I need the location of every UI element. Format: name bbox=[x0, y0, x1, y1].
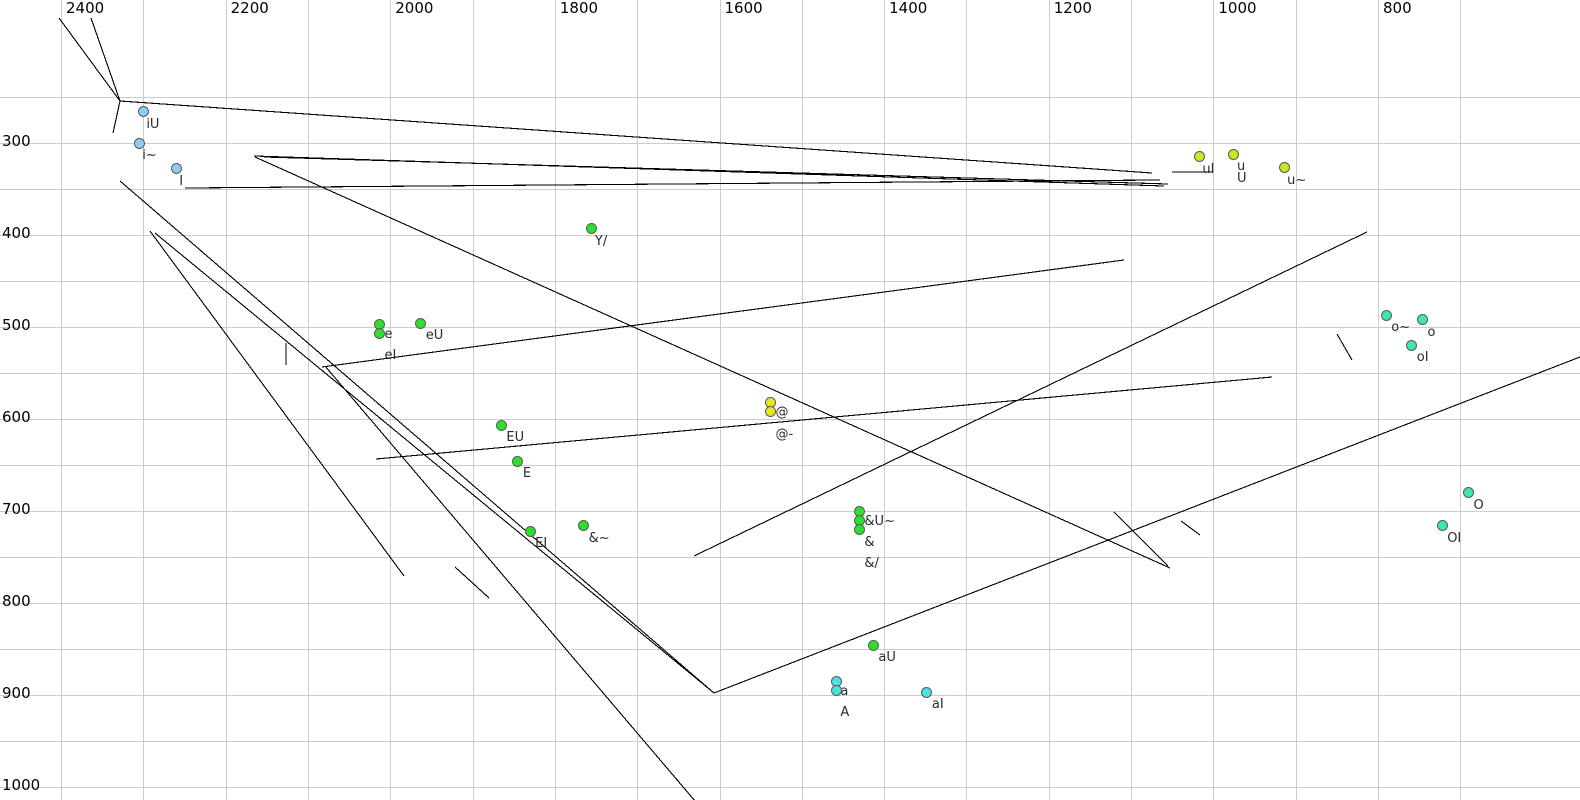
x-tick-label: 1800 bbox=[559, 0, 599, 17]
vowel-point-marker[interactable] bbox=[1406, 339, 1418, 351]
vowel-label: U bbox=[1236, 171, 1247, 187]
vowel-label: &~ bbox=[588, 530, 610, 546]
line-iu-up-a bbox=[58, 17, 121, 102]
y-tick-label: 800 bbox=[2, 592, 31, 610]
vowel-label: &/ bbox=[864, 556, 879, 572]
vowel-label: &U~ bbox=[864, 514, 895, 529]
line-eu-right bbox=[321, 259, 1125, 368]
vowel-label: u~ bbox=[1287, 172, 1307, 188]
x-tick-label: 1200 bbox=[1053, 0, 1092, 17]
line-upper-fan-2 bbox=[263, 156, 1169, 185]
vowel-label: o bbox=[1427, 324, 1436, 340]
x-tick-label: 2200 bbox=[230, 0, 269, 17]
vowel-label: a bbox=[840, 684, 849, 700]
vowel-label: EU bbox=[506, 430, 525, 446]
vowel-point-marker[interactable] bbox=[495, 419, 507, 431]
vowel-label: Y/ bbox=[594, 233, 608, 249]
vowel-label: E bbox=[522, 466, 532, 482]
vowel-label: eI bbox=[384, 348, 397, 364]
line-andU-right bbox=[693, 231, 1368, 557]
x-tick-label: 800 bbox=[1383, 0, 1412, 17]
vowel-label: aU bbox=[878, 650, 896, 666]
x-tick-label: 2000 bbox=[395, 0, 434, 17]
line-i-nasal-a bbox=[112, 100, 121, 134]
vowel-point-marker[interactable] bbox=[867, 639, 879, 651]
x-tick-label: 1000 bbox=[1218, 0, 1257, 17]
line-diag-left-1 bbox=[149, 230, 405, 577]
x-tick-label: 1400 bbox=[889, 0, 928, 17]
vowel-label: oI bbox=[1416, 350, 1429, 366]
line-iu-right bbox=[119, 100, 1153, 174]
line-diag-down-1 bbox=[254, 156, 1171, 569]
y-tick-label: 300 bbox=[2, 132, 31, 150]
vowel-point-marker[interactable] bbox=[1416, 314, 1428, 326]
y-tick-label: 900 bbox=[2, 684, 31, 702]
line-diag-left-2 bbox=[154, 232, 715, 694]
line-o-up bbox=[1336, 333, 1353, 361]
vowel-point-marker[interactable] bbox=[170, 163, 182, 175]
vowel-point-marker[interactable] bbox=[586, 223, 598, 235]
trajectory-lines bbox=[58, 17, 1580, 800]
line-eu-down bbox=[324, 365, 695, 800]
vowel-point-marker[interactable] bbox=[830, 684, 842, 696]
vowel-point-marker[interactable] bbox=[1278, 162, 1290, 174]
vowel-point-marker[interactable] bbox=[1380, 309, 1392, 321]
vowel-point-marker[interactable] bbox=[133, 137, 145, 149]
vowel-point-marker[interactable] bbox=[524, 525, 536, 537]
y-tick-label: 600 bbox=[2, 408, 31, 426]
vowel-label: iU bbox=[146, 116, 160, 132]
vowel-point-marker[interactable] bbox=[415, 317, 427, 329]
vowel-point-marker[interactable] bbox=[137, 106, 149, 118]
line-iu-up-b bbox=[90, 17, 121, 102]
vowel-point-marker[interactable] bbox=[1436, 520, 1448, 532]
line-O-up bbox=[1180, 520, 1201, 536]
vowel-label: aI bbox=[931, 697, 944, 713]
x-tick-label: 2400 bbox=[66, 0, 105, 17]
vowel-label: i~ bbox=[142, 148, 157, 163]
vowel-label: eU bbox=[425, 328, 444, 344]
vowel-label: OI bbox=[1447, 530, 1462, 546]
y-tick-label: 500 bbox=[2, 316, 31, 334]
vowel-label: e bbox=[384, 327, 393, 343]
vowel-label: @ bbox=[775, 405, 789, 421]
y-tick-label: 400 bbox=[2, 224, 31, 242]
vowel-point-marker[interactable] bbox=[512, 455, 524, 467]
vowel-point-marker[interactable] bbox=[765, 406, 777, 418]
x-tick-label: 1600 bbox=[724, 0, 763, 17]
vowel-label: O bbox=[1473, 497, 1484, 513]
y-tick-label: 700 bbox=[2, 500, 31, 518]
line-and-down bbox=[454, 566, 490, 599]
line-low-right bbox=[713, 356, 1580, 694]
vowel-label: & bbox=[864, 535, 875, 551]
vowel-point-marker[interactable] bbox=[1463, 487, 1475, 499]
vowel-label: u bbox=[1236, 159, 1246, 175]
vowel-point-marker[interactable] bbox=[921, 686, 933, 698]
vowel-label: o~ bbox=[1391, 320, 1411, 336]
vowel-label: A bbox=[840, 705, 850, 721]
vowel-label: I bbox=[179, 173, 184, 189]
vowel-label: @- bbox=[775, 426, 794, 442]
line-el-down bbox=[119, 180, 715, 694]
vowel-point-marker[interactable] bbox=[1193, 151, 1205, 163]
vowel-point-marker[interactable] bbox=[374, 327, 386, 339]
vowel-point-marker[interactable] bbox=[853, 523, 865, 535]
vowel-point-marker[interactable] bbox=[1228, 148, 1240, 160]
line-EU-right bbox=[375, 376, 1273, 460]
y-tick-label: 1000 bbox=[2, 776, 41, 794]
vowel-label: uI bbox=[1202, 161, 1215, 177]
vowel-point-marker[interactable] bbox=[578, 520, 590, 532]
line-long-flat bbox=[184, 179, 1161, 189]
line-OI-up bbox=[1113, 511, 1169, 567]
vowel-label: EI bbox=[535, 536, 548, 552]
